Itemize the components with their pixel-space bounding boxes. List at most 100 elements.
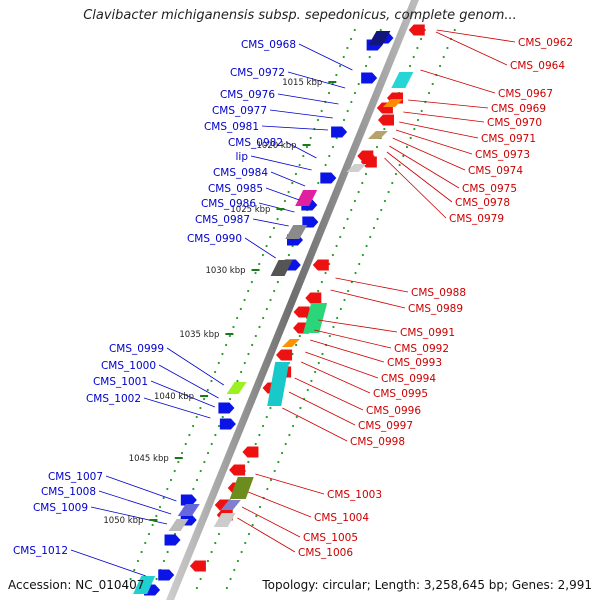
gene-arrow-left-strand bbox=[164, 534, 181, 546]
gene-block-grey bbox=[168, 519, 189, 531]
track-dot bbox=[427, 91, 431, 95]
track-dot bbox=[332, 325, 335, 329]
track-dot bbox=[347, 289, 350, 293]
track-dot bbox=[357, 82, 360, 86]
track-dot bbox=[214, 541, 217, 545]
track-dot bbox=[320, 280, 323, 284]
track-dot bbox=[328, 334, 331, 338]
left-gene-label: CMS_0985 bbox=[208, 183, 263, 195]
track-dot bbox=[453, 28, 456, 32]
track-dot bbox=[276, 280, 279, 284]
track-dot bbox=[368, 55, 371, 59]
left-gene-label: CMS_1002 bbox=[86, 393, 141, 405]
kbp-tick-label: 1040 kbp bbox=[154, 392, 194, 402]
left-gene-label: CMS_0982 bbox=[228, 137, 283, 149]
track-dot bbox=[199, 577, 202, 581]
track-dot bbox=[350, 100, 353, 104]
track-dot bbox=[380, 208, 383, 212]
track-dot bbox=[258, 433, 261, 437]
left-gene-label: CMS_1012 bbox=[13, 545, 68, 557]
left-leader-line bbox=[258, 202, 295, 213]
right-gene-label: CMS_0994 bbox=[381, 373, 436, 385]
track-dot bbox=[254, 442, 257, 446]
track-dot bbox=[155, 577, 158, 581]
track-dot bbox=[243, 298, 246, 302]
track-dot bbox=[446, 46, 449, 50]
gene-arrow-right-strand bbox=[229, 464, 246, 476]
gene-block-cyan bbox=[267, 362, 290, 406]
track-dot bbox=[277, 460, 280, 464]
track-dot bbox=[240, 370, 243, 374]
track-dot bbox=[269, 298, 272, 302]
right-leader-line bbox=[305, 351, 379, 379]
track-dot bbox=[147, 532, 151, 536]
track-dot bbox=[225, 586, 229, 590]
left-gene-label: CMS_1001 bbox=[93, 376, 148, 388]
track-dot bbox=[327, 91, 331, 95]
gene-block-blue bbox=[177, 504, 200, 516]
gene-arrow-left-strand bbox=[302, 216, 319, 228]
gene-block-olive bbox=[229, 477, 254, 499]
track-dot bbox=[335, 244, 338, 248]
track-dot bbox=[342, 55, 345, 59]
track-dot bbox=[240, 550, 243, 554]
right-leader-line bbox=[389, 145, 460, 189]
track-dot bbox=[358, 262, 361, 266]
track-dot bbox=[236, 316, 239, 320]
track-dot bbox=[321, 352, 324, 356]
track-dot bbox=[136, 559, 140, 563]
right-gene-label: CMS_0996 bbox=[366, 405, 421, 417]
track-dot bbox=[287, 190, 290, 194]
gene-arrow-right-strand bbox=[276, 349, 293, 361]
right-leader-line bbox=[386, 151, 453, 203]
track-dot bbox=[210, 442, 213, 446]
track-dot bbox=[324, 271, 327, 275]
track-dot bbox=[361, 253, 364, 257]
track-dot bbox=[210, 379, 213, 383]
right-gene-label: CMS_0971 bbox=[481, 133, 536, 145]
track-dot bbox=[416, 46, 419, 50]
left-leader-line bbox=[277, 93, 339, 105]
left-leader-line bbox=[287, 71, 346, 89]
track-dot bbox=[346, 46, 349, 50]
gene-arrow-left-strand bbox=[331, 126, 348, 138]
track-dot bbox=[305, 145, 309, 149]
track-dot bbox=[372, 226, 376, 230]
track-dot bbox=[364, 172, 368, 176]
gene-block-lime bbox=[226, 382, 247, 394]
left-leader-line bbox=[250, 155, 312, 171]
track-dot bbox=[376, 217, 379, 221]
track-dot bbox=[280, 451, 284, 455]
right-gene-label: CMS_0992 bbox=[394, 343, 449, 355]
track-dot bbox=[214, 433, 217, 437]
track-dot bbox=[184, 442, 187, 446]
track-dot bbox=[247, 532, 251, 536]
right-gene-label: CMS_0979 bbox=[449, 213, 504, 225]
track-dot bbox=[331, 145, 335, 149]
track-dot bbox=[162, 559, 166, 563]
track-dot bbox=[369, 235, 372, 239]
kbp-tick-label: 1020 kbp bbox=[257, 141, 297, 151]
track-dot bbox=[353, 28, 356, 32]
track-dot bbox=[247, 352, 250, 356]
gene-arrow-left-strand bbox=[180, 494, 197, 506]
right-leader-line bbox=[237, 517, 296, 553]
right-gene-label: CMS_0989 bbox=[408, 303, 463, 315]
left-gene-label: CMS_0986 bbox=[201, 198, 256, 210]
right-leader-line bbox=[435, 31, 508, 66]
track-dot bbox=[408, 64, 412, 68]
track-dot bbox=[375, 145, 379, 149]
right-gene-label: CMS_0975 bbox=[462, 183, 517, 195]
track-dot bbox=[409, 136, 412, 140]
kbp-tick-label: 1045 kbp bbox=[129, 454, 169, 464]
track-dot bbox=[361, 181, 364, 185]
track-dot bbox=[287, 253, 290, 257]
left-leader-line bbox=[158, 364, 219, 399]
track-dot bbox=[192, 487, 195, 491]
track-dot bbox=[158, 505, 162, 509]
track-dot bbox=[338, 64, 342, 68]
track-dot bbox=[151, 523, 154, 527]
right-gene-label: CMS_0991 bbox=[400, 327, 455, 339]
track-dot bbox=[420, 109, 423, 113]
gene-block-green bbox=[303, 303, 328, 333]
